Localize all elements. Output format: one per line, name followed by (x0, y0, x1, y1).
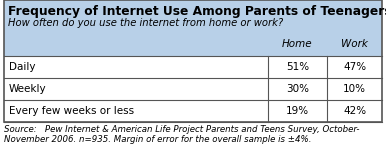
Text: November 2006. n=935. Margin of error for the overall sample is ±4%.: November 2006. n=935. Margin of error fo… (4, 135, 312, 145)
Text: 42%: 42% (343, 106, 366, 116)
Text: 51%: 51% (286, 62, 309, 72)
Text: Weekly: Weekly (9, 84, 47, 94)
Bar (4, 0, 382, 122)
Text: Daily: Daily (9, 62, 36, 72)
Text: How often do you use the internet from home or work?: How often do you use the internet from h… (8, 18, 283, 28)
Text: Home: Home (282, 39, 313, 49)
Text: 10%: 10% (343, 84, 366, 94)
Text: Frequency of Internet Use Among Parents of Teenagers: Frequency of Internet Use Among Parents … (8, 5, 386, 18)
Text: 47%: 47% (343, 62, 366, 72)
Bar (4, 56, 382, 122)
Bar (4, 0, 382, 56)
Text: Every few weeks or less: Every few weeks or less (9, 106, 134, 116)
Text: Work: Work (341, 39, 368, 49)
Text: 19%: 19% (286, 106, 309, 116)
Text: 30%: 30% (286, 84, 309, 94)
Text: Source:   Pew Internet & American Life Project Parents and Teens Survey, October: Source: Pew Internet & American Life Pro… (4, 125, 359, 135)
